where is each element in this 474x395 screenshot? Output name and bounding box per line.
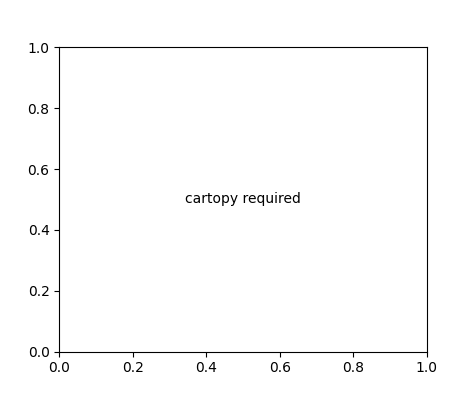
Text: cartopy required: cartopy required bbox=[185, 192, 301, 207]
